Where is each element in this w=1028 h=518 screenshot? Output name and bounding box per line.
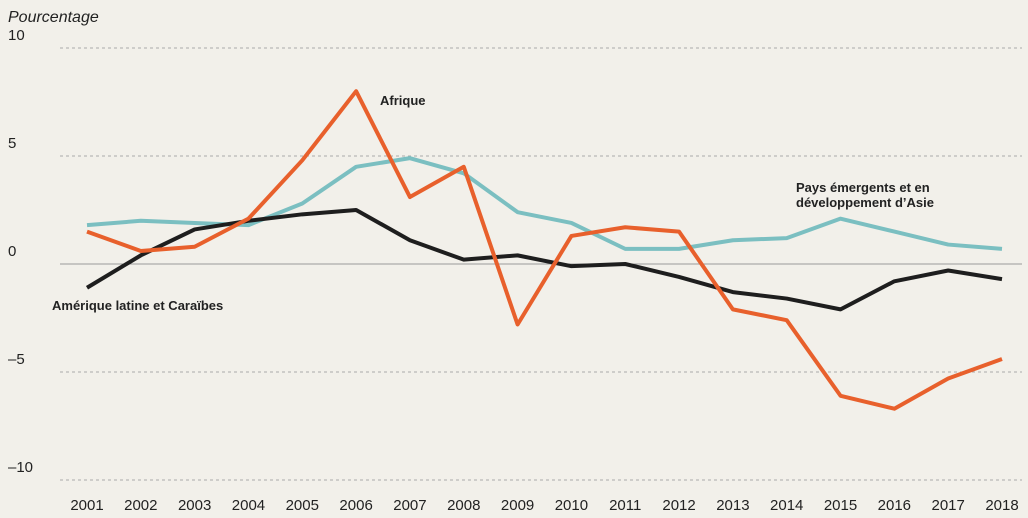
y-tick-label: 5 — [8, 135, 16, 152]
x-tick-label: 2003 — [178, 497, 211, 514]
x-tick-label: 2017 — [931, 497, 964, 514]
x-tick-label: 2001 — [70, 497, 103, 514]
x-tick-label: 2014 — [770, 497, 803, 514]
x-tick-label: 2010 — [555, 497, 588, 514]
x-tick-label: 2015 — [824, 497, 857, 514]
x-tick-label: 2012 — [662, 497, 695, 514]
series-label: Amérique latine et Caraïbes — [52, 298, 224, 313]
series-label: Pays émergents et en développement d’Asi… — [796, 180, 934, 210]
y-tick-label: –5 — [8, 351, 25, 368]
series-label: Afrique — [380, 93, 426, 108]
x-tick-label: 2016 — [878, 497, 911, 514]
x-tick-label: 2008 — [447, 497, 480, 514]
x-tick-label: 2013 — [716, 497, 749, 514]
x-tick-label: 2006 — [339, 497, 372, 514]
y-axis-label: Pourcentage — [8, 9, 99, 26]
y-tick-label: 0 — [8, 243, 16, 260]
y-tick-label: 10 — [8, 27, 25, 44]
x-tick-label: 2002 — [124, 497, 157, 514]
series-line — [86, 89, 1003, 411]
x-tick-label: 2004 — [232, 497, 265, 514]
x-tick-label: 2005 — [286, 497, 319, 514]
x-tick-label: 2018 — [985, 497, 1018, 514]
x-tick-label: 2009 — [501, 497, 534, 514]
x-tick-label: 2007 — [393, 497, 426, 514]
y-tick-label: –10 — [8, 459, 33, 476]
x-tick-label: 2011 — [609, 497, 641, 514]
